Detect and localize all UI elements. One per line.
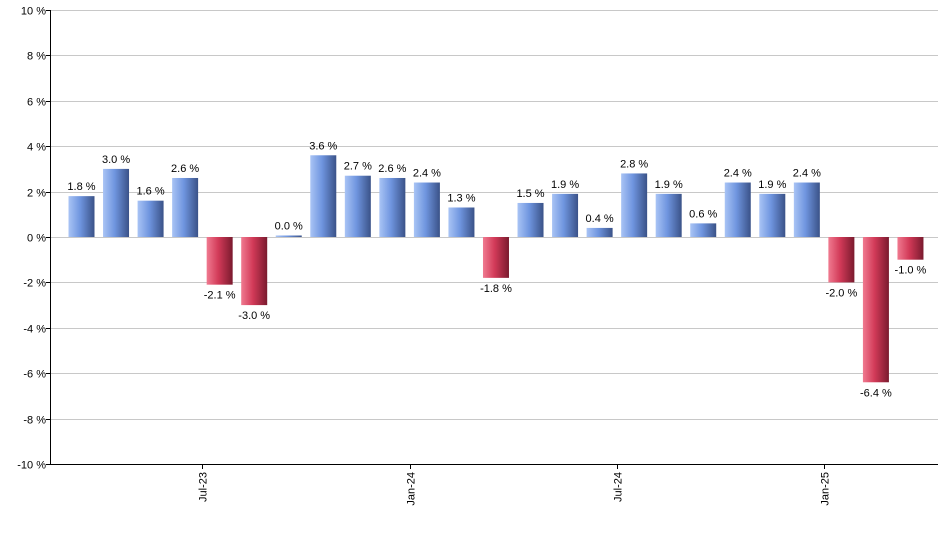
- y-tick-label: -4 %: [23, 324, 46, 336]
- x-tick-label: Jul-24: [613, 472, 625, 502]
- bar: [379, 177, 406, 237]
- y-tick-label: 0 %: [27, 233, 46, 245]
- bar: [275, 235, 302, 237]
- bar: [759, 193, 786, 237]
- bar: [690, 223, 717, 237]
- data-label: 2.6 %: [378, 163, 406, 175]
- bar: [68, 196, 95, 237]
- bar: [137, 200, 164, 237]
- bar: [793, 182, 820, 237]
- y-tick-label: -2 %: [23, 278, 46, 290]
- data-label: -6.4 %: [860, 387, 892, 399]
- data-label: 1.5 %: [516, 188, 544, 200]
- bar: [448, 207, 475, 237]
- data-label: -1.8 %: [480, 283, 512, 295]
- bar: [724, 182, 751, 237]
- bar: [828, 237, 855, 283]
- x-tick-label: Jan-24: [406, 472, 418, 506]
- bars: [68, 155, 924, 383]
- axes: [46, 10, 938, 469]
- data-label: 3.6 %: [309, 140, 337, 152]
- bar: [206, 237, 233, 285]
- data-labels: 1.8 % 3.0 % 1.6 % 2.6 % -2.1 %-3.0 % 0.0 % 3.6…: [67, 140, 926, 399]
- y-tick-label: -6 %: [23, 369, 46, 381]
- data-label: 1.8 %: [67, 181, 95, 193]
- data-label: 0.4 %: [586, 213, 614, 225]
- data-label: 2.4 %: [724, 168, 752, 180]
- y-tick-label: -10 %: [17, 460, 46, 472]
- bar: [103, 168, 130, 237]
- bar: [552, 193, 579, 237]
- data-label: 0.0 %: [275, 221, 303, 233]
- bar: [621, 173, 648, 237]
- data-label: -2.1 %: [204, 290, 236, 302]
- data-label: -3.0 %: [238, 310, 270, 322]
- y-tick-label: -8 %: [23, 415, 46, 427]
- bar: [482, 237, 509, 278]
- bar: [897, 237, 924, 260]
- data-label: 1.6 %: [137, 186, 165, 198]
- y-tick-label: 2 %: [27, 188, 46, 200]
- data-label: 1.9 %: [655, 179, 683, 191]
- data-label: 1.9 %: [551, 179, 579, 191]
- y-tick-label: 10 %: [21, 6, 46, 18]
- bar: [344, 175, 371, 237]
- bar: [413, 182, 440, 237]
- y-tick-label: 8 %: [27, 51, 46, 63]
- bar: [517, 202, 544, 237]
- bar: [862, 237, 889, 383]
- bar: [310, 155, 337, 237]
- data-label: -1.0 %: [895, 265, 927, 277]
- x-axis-tick-labels: Jul-23 Jan-24 Jul-24 Jan-25: [198, 472, 832, 506]
- data-label: 3.0 %: [102, 154, 130, 166]
- data-label: 1.3 %: [447, 192, 475, 204]
- y-axis-tick-labels: 10 % 8 % 6 % 4 % 2 % 0 % -2 % -4 % -6 % -8 % -10 %: [17, 6, 46, 472]
- x-tick-label: Jul-23: [198, 472, 210, 502]
- data-label: 0.6 %: [689, 208, 717, 220]
- data-label: 2.7 %: [344, 161, 372, 173]
- bar: [586, 227, 613, 237]
- bar: [241, 237, 268, 306]
- bar: [172, 177, 199, 237]
- y-tick-label: 6 %: [27, 97, 46, 109]
- x-tick-label: Jan-25: [820, 472, 832, 506]
- data-label: 1.9 %: [758, 179, 786, 191]
- data-label: 2.4 %: [793, 168, 821, 180]
- data-label: -2.0 %: [825, 287, 857, 299]
- data-label: 2.6 %: [171, 163, 199, 175]
- y-tick-label: 4 %: [27, 142, 46, 154]
- bar: [655, 193, 682, 237]
- data-label: 2.4 %: [413, 168, 441, 180]
- data-label: 2.8 %: [620, 158, 648, 170]
